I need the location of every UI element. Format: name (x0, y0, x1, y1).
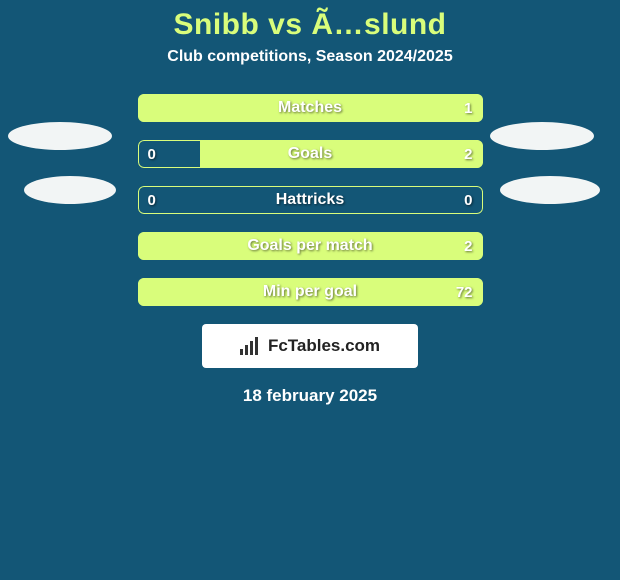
stat-value-right: 72 (456, 278, 473, 306)
stat-value-right: 1 (464, 94, 472, 122)
stat-label: Goals (138, 140, 483, 168)
infographic-date: 18 february 2025 (0, 386, 620, 406)
stat-row: Min per goal72 (138, 278, 483, 306)
stats-container: Matches1Goals02Hattricks00Goals per matc… (138, 94, 483, 306)
stat-row: Hattricks0 0 (138, 186, 483, 214)
stat-row: Matches1 (138, 94, 483, 122)
fctables-logo: FcTables.com (202, 324, 418, 368)
page-title: Snibb vs Ã…slund (0, 0, 620, 42)
page-subtitle: Club competitions, Season 2024/2025 (0, 48, 620, 66)
player-left-ellipse-1 (8, 122, 112, 150)
player-right-ellipse-1 (490, 122, 594, 150)
stat-label: Hattricks (138, 186, 483, 214)
stat-value-left: 0 (148, 140, 156, 168)
stat-value-right: 2 (464, 232, 472, 260)
logo-text: FcTables.com (268, 336, 380, 356)
comparison-infographic: Snibb vs Ã…slund Club competitions, Seas… (0, 0, 620, 580)
stat-value-right: 0 (464, 186, 472, 214)
stat-value-left: 0 (148, 186, 156, 214)
stat-value-right: 2 (464, 140, 472, 168)
stat-label: Min per goal (138, 278, 483, 306)
stat-row: Goals0 2 (138, 140, 483, 168)
stat-label: Goals per match (138, 232, 483, 260)
stat-row: Goals per match2 (138, 232, 483, 260)
player-right-ellipse-2 (500, 176, 600, 204)
bar-chart-icon (240, 337, 262, 355)
stat-label: Matches (138, 94, 483, 122)
player-left-ellipse-2 (24, 176, 116, 204)
